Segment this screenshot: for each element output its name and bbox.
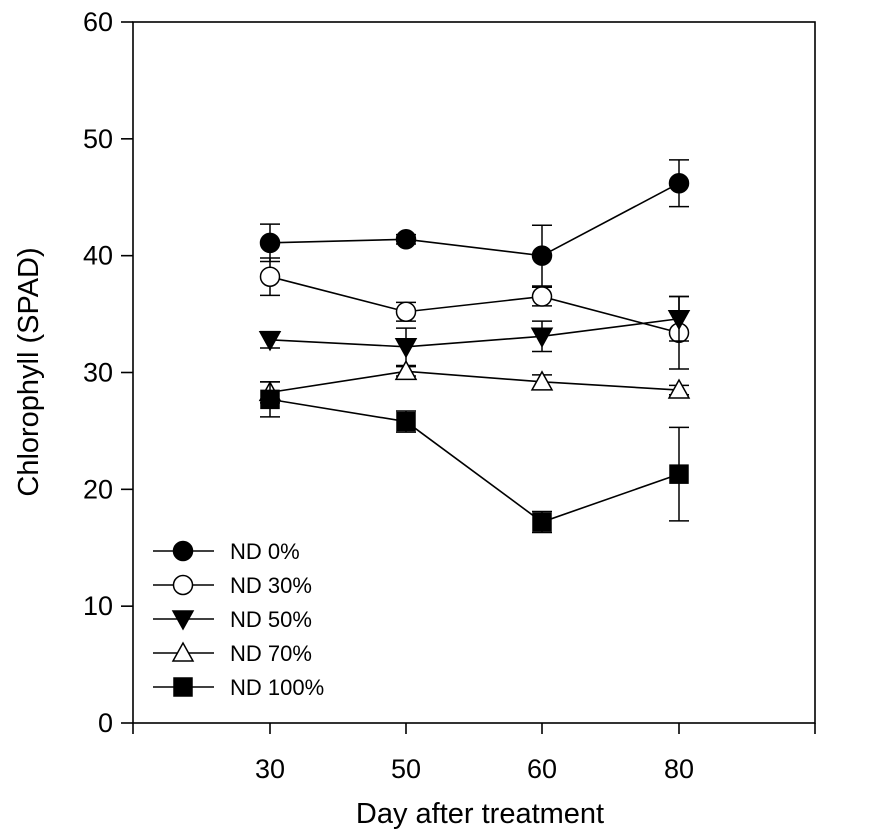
data-point <box>669 464 689 484</box>
series-nd-50 <box>258 295 691 367</box>
series-line <box>269 275 680 334</box>
series-line <box>269 317 680 348</box>
data-point <box>530 327 554 348</box>
x-axis: 30 50 60 80 <box>132 723 816 784</box>
x-tick-label: 60 <box>527 754 557 784</box>
legend-label: ND 100% <box>230 675 324 700</box>
data-point <box>396 411 416 432</box>
y-axis-title: Chlorophyll (SPAD) <box>13 247 45 496</box>
x-tick-label: 80 <box>664 754 694 784</box>
series-nd-100 <box>260 381 689 534</box>
series-layer <box>258 159 691 534</box>
y-tick-label: 10 <box>83 591 113 621</box>
legend-label: ND 50% <box>230 607 312 632</box>
series-nd-70 <box>258 359 691 404</box>
data-point <box>531 245 553 266</box>
series-nd-0 <box>259 159 690 287</box>
data-point <box>395 229 417 250</box>
data-point <box>667 378 691 399</box>
legend-label: ND 30% <box>230 573 312 598</box>
legend-marker <box>171 641 195 662</box>
series-line <box>269 370 680 394</box>
legend-item: ND 0% <box>153 539 300 564</box>
legend-item: ND 70% <box>153 641 312 666</box>
legend-marker <box>171 610 195 631</box>
data-point <box>258 331 282 352</box>
legend-item: ND 50% <box>153 607 312 632</box>
y-tick-label: 50 <box>83 124 113 154</box>
data-point <box>667 310 691 331</box>
legend-label: ND 70% <box>230 641 312 666</box>
y-axis: 0 10 20 30 40 50 60 <box>83 7 133 738</box>
data-point <box>394 338 418 359</box>
series-line <box>269 398 680 523</box>
data-point <box>260 389 280 410</box>
x-tick-label: 50 <box>391 754 421 784</box>
data-point <box>394 359 418 381</box>
y-tick-label: 40 <box>83 241 113 271</box>
data-point <box>395 301 417 322</box>
legend-marker <box>172 574 194 596</box>
data-point <box>531 286 553 307</box>
y-tick-label: 20 <box>83 474 113 504</box>
data-point <box>530 370 554 391</box>
series-line <box>269 182 680 257</box>
legend-marker <box>172 540 194 562</box>
legend-item: ND 100% <box>153 675 324 700</box>
data-point <box>259 266 281 287</box>
data-point <box>668 172 690 194</box>
y-tick-label: 0 <box>98 708 113 738</box>
x-tick-label: 30 <box>255 754 285 784</box>
legend-label: ND 0% <box>230 539 300 564</box>
x-axis-title: Day after treatment <box>356 798 604 830</box>
y-tick-label: 30 <box>83 358 113 388</box>
data-point <box>532 512 552 532</box>
legend-marker <box>173 677 193 697</box>
data-point <box>259 232 281 254</box>
legend-item: ND 30% <box>153 573 312 598</box>
series-nd-30 <box>259 257 690 370</box>
legend: ND 0% ND 30% ND 50% ND 70% ND 100% <box>153 539 324 700</box>
y-tick-label: 60 <box>83 7 113 37</box>
